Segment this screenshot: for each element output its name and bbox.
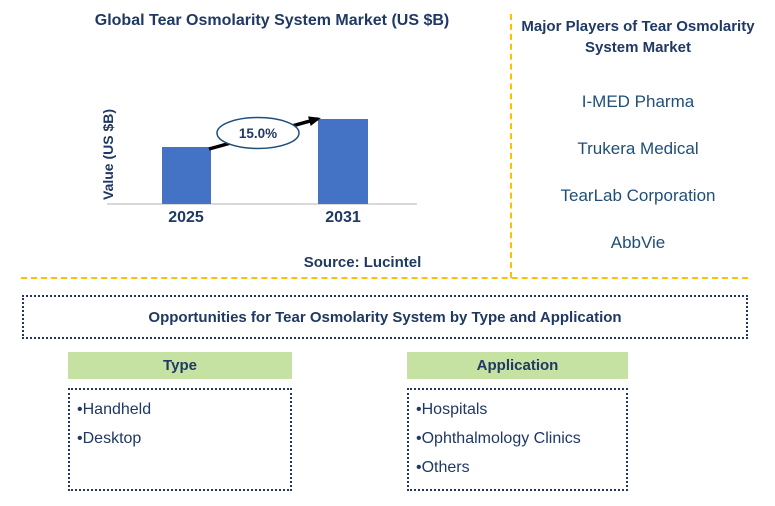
application-item: Others — [416, 453, 626, 482]
application-item: Hospitals — [416, 395, 626, 424]
horizontal-divider — [21, 277, 748, 279]
player-company: AbbVie — [610, 233, 666, 252]
player-company: Trukera Medical — [577, 139, 699, 158]
application-item: Ophthalmology Clinics — [416, 424, 626, 453]
application-list-box: Hospitals Ophthalmology Clinics Others — [407, 388, 628, 491]
type-list-box: Handheld Desktop — [68, 388, 292, 491]
x-tick-label: 2025 — [168, 209, 204, 226]
growth-ellipse — [216, 116, 300, 150]
opportunities-banner: Opportunities for Tear Osmolarity System… — [22, 295, 748, 339]
source-note: Source: Lucintel — [303, 254, 422, 271]
type-column-header: Type — [68, 352, 292, 379]
growth-arrow-annotation: 15.0% — [208, 116, 321, 151]
type-item: Handheld — [77, 395, 290, 424]
chart-bar-2025 — [161, 147, 211, 204]
player-company: I-MED Pharma — [581, 92, 695, 111]
players-list: I-MED Pharma Trukera Medical TearLab Cor… — [511, 78, 765, 266]
x-tick-label: 2031 — [325, 209, 361, 226]
application-column-header: Application — [407, 352, 628, 379]
vertical-divider — [510, 14, 512, 278]
growth-rate-label: 15.0% — [239, 126, 277, 141]
players-panel-title: Major Players of Tear Osmolarity System … — [521, 18, 755, 56]
x-axis-line — [107, 203, 417, 205]
type-item: Desktop — [77, 424, 290, 453]
application-list: Hospitals Ophthalmology Clinics Others — [409, 390, 626, 482]
type-list: Handheld Desktop — [70, 390, 290, 453]
opportunities-title: Opportunities for Tear Osmolarity System… — [148, 308, 622, 326]
player-company: TearLab Corporation — [560, 186, 716, 205]
chart-title: Global Tear Osmolarity System Market (US… — [94, 12, 450, 29]
chart-bar-2031 — [318, 119, 368, 204]
